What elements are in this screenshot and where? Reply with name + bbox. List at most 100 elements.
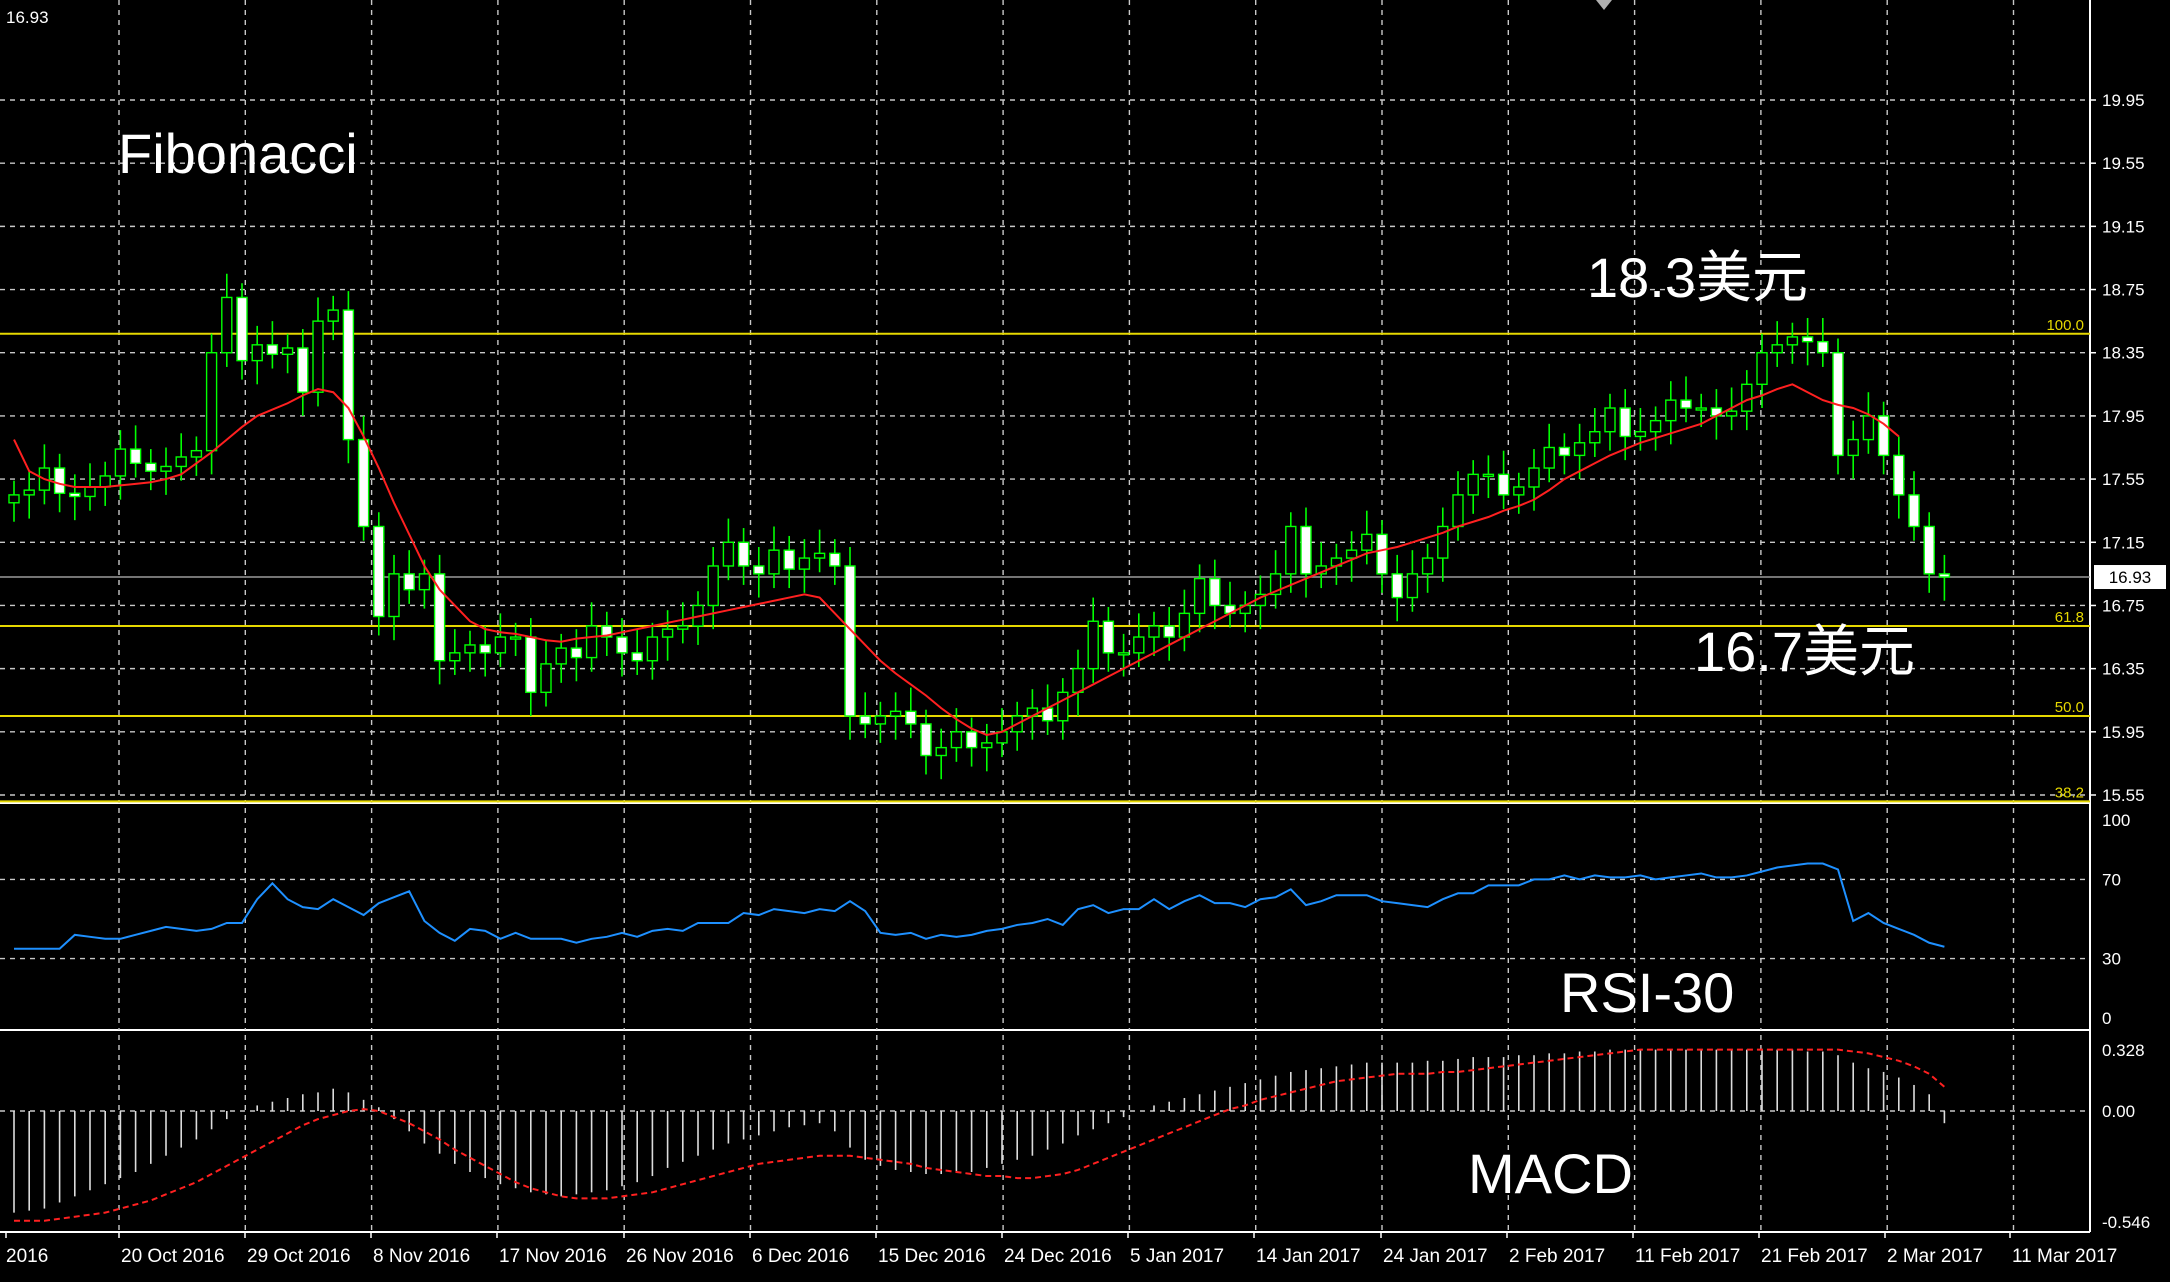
candle-body bbox=[23, 489, 35, 496]
candle-body bbox=[1923, 525, 1935, 575]
candle-body bbox=[616, 636, 628, 654]
candle-body bbox=[205, 352, 218, 452]
candle-body bbox=[1543, 446, 1555, 469]
candle-body bbox=[1634, 431, 1647, 438]
candle-body bbox=[677, 625, 689, 630]
candle-body bbox=[1209, 577, 1221, 607]
price-tick-label: 18.75 bbox=[2102, 281, 2145, 300]
price-tick-label: 18.35 bbox=[2102, 344, 2145, 363]
candle-body bbox=[1558, 446, 1571, 457]
x-tick-label: 8 Nov 2016 bbox=[373, 1246, 470, 1267]
candle-body bbox=[1102, 620, 1115, 654]
candle-body bbox=[965, 731, 978, 749]
moving-average-line bbox=[13, 383, 1900, 737]
x-tick-label: 11 Mar 2017 bbox=[2012, 1246, 2117, 1267]
price-tick-label: 19.95 bbox=[2102, 91, 2145, 110]
x-tick-label: 24 Jan 2017 bbox=[1383, 1246, 1488, 1267]
x-tick-label: 17 Nov 2016 bbox=[499, 1246, 607, 1267]
candle-body bbox=[1193, 577, 1206, 615]
macd-label: MACD bbox=[1468, 1142, 1633, 1205]
candle-body bbox=[1178, 612, 1191, 638]
candle-body bbox=[601, 625, 613, 638]
rsi-tick-label: 100 bbox=[2102, 811, 2130, 830]
candle-body bbox=[8, 494, 20, 504]
candle-body bbox=[129, 448, 142, 464]
candle-body bbox=[53, 467, 66, 495]
candle-body bbox=[1345, 549, 1358, 559]
candle-body bbox=[1938, 573, 1951, 578]
candle-body bbox=[950, 731, 963, 749]
current-price-tag-label: 16.93 bbox=[2109, 568, 2152, 587]
candle-body bbox=[981, 742, 993, 749]
x-tick-label: 2016 bbox=[6, 1246, 48, 1267]
candle-body bbox=[585, 625, 598, 659]
candle-body bbox=[1269, 573, 1282, 596]
candle-body bbox=[1604, 407, 1616, 433]
candle-body bbox=[935, 746, 947, 757]
candle-body bbox=[1376, 533, 1388, 575]
x-tick-label: 15 Dec 2016 bbox=[878, 1246, 986, 1267]
candle-body bbox=[661, 628, 674, 638]
candle-body bbox=[1087, 620, 1099, 670]
candle-body bbox=[1649, 419, 1662, 433]
candle-body bbox=[449, 652, 461, 662]
x-tick-label: 2 Feb 2017 bbox=[1509, 1246, 1605, 1267]
candle-body bbox=[1117, 652, 1130, 656]
rsi-label: RSI-30 bbox=[1560, 961, 1735, 1024]
macd-tick-label: 0.328 bbox=[2102, 1041, 2145, 1060]
candle-body bbox=[418, 573, 431, 591]
candle-body bbox=[1072, 667, 1084, 694]
price-tick-label: 15.55 bbox=[2102, 786, 2145, 805]
x-tick-label: 11 Feb 2017 bbox=[1635, 1246, 1740, 1267]
candle-body bbox=[327, 309, 339, 322]
candle-body bbox=[494, 636, 507, 654]
candle-body bbox=[753, 565, 765, 575]
candle-body bbox=[1725, 410, 1738, 417]
candle-body bbox=[1908, 494, 1920, 528]
candle-body bbox=[84, 486, 96, 498]
candle-body bbox=[251, 344, 263, 362]
candle-body bbox=[768, 549, 780, 575]
candle-body bbox=[555, 647, 567, 665]
candle-body bbox=[1497, 473, 1510, 496]
candle-body bbox=[266, 344, 279, 356]
candle-body bbox=[1437, 525, 1449, 559]
candle-body bbox=[1057, 691, 1069, 722]
candle-body bbox=[874, 715, 887, 725]
x-tick-label: 14 Jan 2017 bbox=[1256, 1246, 1361, 1267]
candle-body bbox=[479, 644, 491, 654]
candle-body bbox=[646, 636, 659, 662]
candle-body bbox=[844, 565, 856, 717]
candle-body bbox=[433, 573, 446, 662]
candle-body bbox=[783, 549, 795, 570]
price-tick-label: 16.75 bbox=[2102, 596, 2145, 615]
price-tick-label: 19.15 bbox=[2102, 217, 2145, 236]
candle-body bbox=[813, 552, 826, 559]
price-tick-label: 15.95 bbox=[2102, 723, 2145, 742]
candle-body bbox=[540, 663, 552, 694]
fibonacci-level-label: 100.0 bbox=[2046, 317, 2084, 334]
candle-body bbox=[1452, 494, 1464, 528]
x-tick-label: 29 Oct 2016 bbox=[247, 1246, 351, 1267]
candle-body bbox=[1573, 442, 1586, 457]
candle-body bbox=[1300, 525, 1312, 575]
candle-body bbox=[145, 462, 157, 472]
candle-body bbox=[905, 710, 917, 725]
x-tick-label: 20 Oct 2016 bbox=[121, 1246, 225, 1267]
candle-body bbox=[1285, 525, 1297, 575]
candle-body bbox=[1847, 438, 1859, 457]
fibonacci-level-label: 61.8 bbox=[2055, 609, 2084, 626]
macd-tick-label: 0.00 bbox=[2102, 1102, 2135, 1121]
candle-body bbox=[509, 636, 522, 640]
candle-body bbox=[525, 636, 537, 694]
candle-body bbox=[114, 448, 127, 477]
candle-body bbox=[312, 320, 324, 393]
candle-body bbox=[236, 296, 248, 362]
candle-body bbox=[160, 465, 172, 472]
candle-body bbox=[1756, 352, 1768, 386]
candle-body bbox=[221, 296, 233, 354]
candle-body bbox=[388, 573, 400, 618]
candle-body bbox=[1133, 636, 1145, 654]
candle-body bbox=[1786, 336, 1799, 346]
